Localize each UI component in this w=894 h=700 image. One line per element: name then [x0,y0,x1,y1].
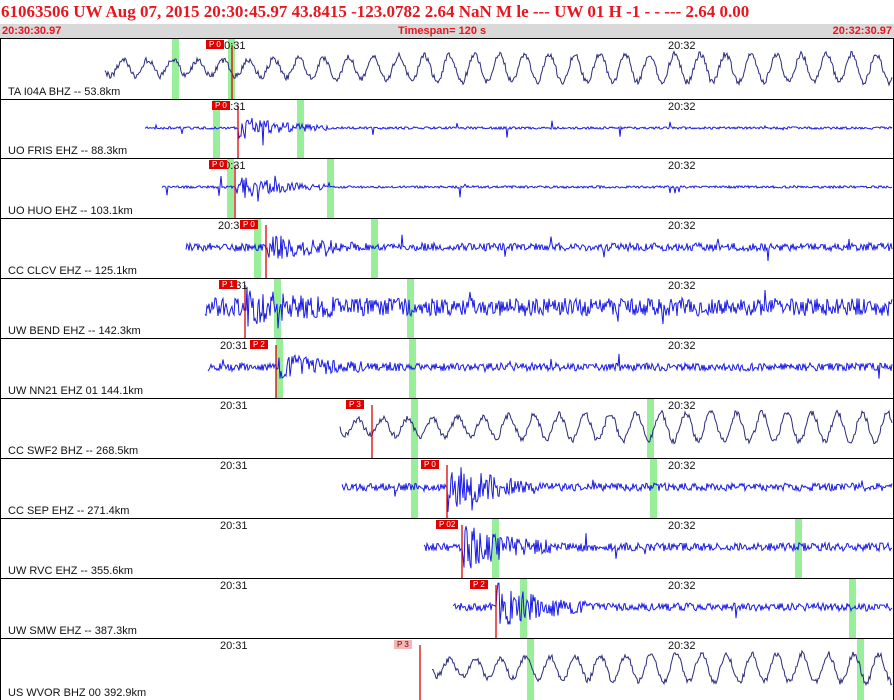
time-tick-2032: 20:32 [668,460,696,472]
pick-tag[interactable]: P 0 [240,220,258,229]
time-tick-2032: 20:32 [668,40,696,52]
time-range-bar: 20:30:30.97 Timespan= 120 s 20:32:30.97 [0,24,894,38]
pick-tag[interactable]: P 0 [421,460,439,469]
phase-marker [327,159,334,218]
trace-panel[interactable]: 20:31 20:32 P 0 CC SEP EHZ -- 271.4km [0,458,894,518]
station-label: CC SEP EHZ -- 271.4km [8,505,130,517]
station-label: UW SMW EHZ -- 387.3km [8,625,137,637]
waveform-plot[interactable] [0,639,894,700]
waveform-plot[interactable] [0,100,894,158]
station-label: US WVOR BHZ 00 392.9km [8,687,147,699]
time-tick-2031: 20:31 [220,460,248,472]
timespan-label: Timespan= 120 s [398,25,487,37]
waveform-plot[interactable] [0,159,894,218]
phase-marker [492,519,499,578]
waveform-plot[interactable] [0,339,894,398]
trace-panel[interactable]: 20:31 20:32 P 3 US WVOR BHZ 00 392.9km [0,638,894,700]
phase-marker [650,459,657,518]
time-tick-2031: 20:31 [220,580,248,592]
station-label: CC CLCV EHZ -- 125.1km [8,265,137,277]
trace-panel[interactable]: 20:31 20:32 P 02 UW RVC EHZ -- 355.6km [0,518,894,578]
time-tick-2032: 20:32 [668,400,696,412]
pick-tag[interactable]: P 2 [470,580,488,589]
seismic-trace [104,50,893,87]
phase-marker [172,39,179,99]
pick-tag[interactable]: P 3 [394,640,412,649]
phase-marker [254,219,261,278]
time-tick-2031: 20:31 [220,400,248,412]
waveform-plot[interactable] [0,219,894,278]
station-label: TA I04A BHZ -- 53.8km [8,86,121,98]
time-tick-2032: 20:32 [668,280,696,292]
pick-tag[interactable]: P 02 [436,520,459,529]
time-tick-2032: 20:32 [668,640,696,652]
trace-panel[interactable]: 20:31 20:32 P 0 UO FRIS EHZ -- 88.3km [0,99,894,158]
trace-panel[interactable]: 20:31 20:32 P 2 UW SMW EHZ -- 387.3km [0,578,894,638]
waveform-plot[interactable] [0,399,894,458]
waveform-plot[interactable] [0,39,894,99]
trace-panel[interactable]: 20:31 20:32 P 3 CC SWF2 BHZ -- 268.5km [0,398,894,458]
station-label: UW BEND EHZ -- 142.3km [8,325,141,337]
time-tick-2032: 20:32 [668,160,696,172]
seismic-trace [161,175,893,202]
phase-marker [527,639,534,700]
seismic-trace [431,649,893,687]
waveform-plot[interactable] [0,459,894,518]
trace-panel[interactable]: 20:31 20:32 P 0 CC CLCV EHZ -- 125.1km [0,218,894,278]
pick-tag[interactable]: P 1 [219,280,237,289]
time-tick-2031: 20:31 [220,520,248,532]
seismic-trace [144,117,893,146]
trace-panel[interactable]: 20:31 20:32 P 2 UW NN21 EHZ 01 144.1km [0,338,894,398]
time-tick-2032: 20:32 [668,220,696,232]
trace-panel[interactable]: 20:31 20:32 P 0 TA I04A BHZ -- 53.8km [0,38,894,99]
time-tick-2032: 20:32 [668,520,696,532]
time-tick-2031: 20:31 [220,340,248,352]
time-tick-2032: 20:32 [668,340,696,352]
time-tick-2031: 20:31 [220,640,248,652]
trace-panel[interactable]: 20:31 20:32 P 0 UO HUO EHZ -- 103.1km [0,158,894,218]
waveform-plot[interactable] [0,519,894,578]
station-label: UW RVC EHZ -- 355.6km [8,565,134,577]
time-tick-2032: 20:32 [668,101,696,113]
pick-tag[interactable]: P 2 [250,340,268,349]
station-label: UO FRIS EHZ -- 88.3km [8,145,128,157]
event-header: 61063506 UW Aug 07, 2015 20:30:45.97 43.… [0,0,894,24]
phase-marker [407,279,414,338]
seismic-trace [185,234,893,261]
station-label: UO HUO EHZ -- 103.1km [8,205,133,217]
time-tick-2032: 20:32 [668,580,696,592]
start-time: 20:30:30.97 [2,25,62,37]
seismic-trace [339,409,893,445]
station-label: CC SWF2 BHZ -- 268.5km [8,445,139,457]
pick-tag[interactable]: P 0 [212,101,230,110]
seismic-trace [341,467,893,512]
seismic-trace [204,286,893,329]
pick-tag[interactable]: P 0 [209,160,227,169]
pick-tag[interactable]: P 0 [206,40,224,49]
phase-marker [227,159,234,218]
waveform-plot[interactable] [0,279,894,338]
time-tick-2031: 20:31 [218,40,246,52]
pick-tag[interactable]: P 3 [346,400,364,409]
event-summary: 61063506 UW Aug 07, 2015 20:30:45.97 43.… [1,2,750,21]
station-label: UW NN21 EHZ 01 144.1km [8,385,144,397]
phase-marker [647,399,654,458]
waveform-plot[interactable] [0,579,894,638]
time-tick-2031: 20:31 [218,220,246,232]
seismic-trace [452,582,893,625]
seismic-trace [423,526,893,569]
seismic-trace [207,353,893,379]
end-time: 20:32:30.97 [832,25,892,37]
